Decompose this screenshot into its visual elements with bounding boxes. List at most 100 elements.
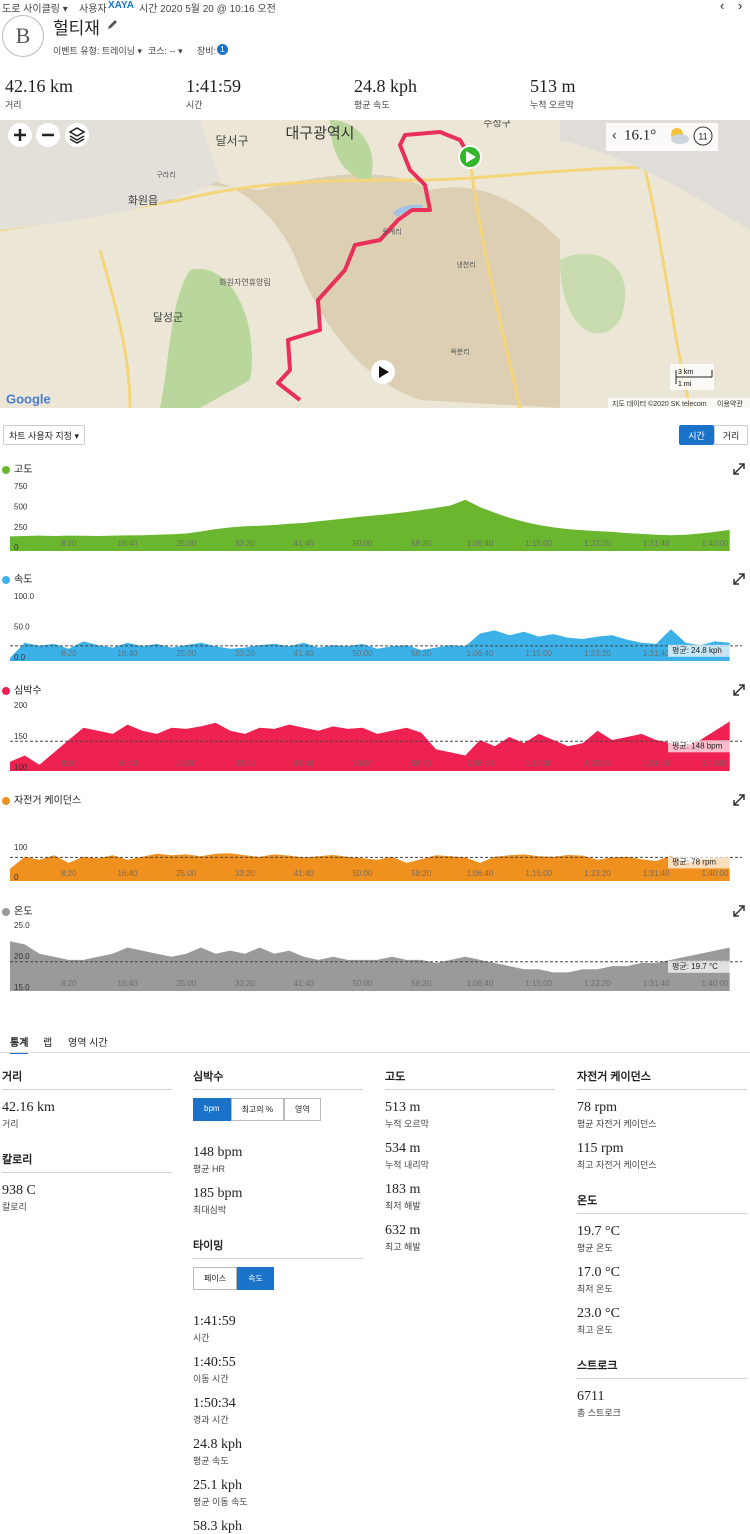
section-title: 심박수 [193,1068,363,1090]
stats-section: 칼로리 938 C 칼로리 [2,1151,172,1222]
average-label-bg [668,856,730,869]
time-button[interactable]: 시간 [679,425,714,445]
stat-value: 1:40:55 [193,1355,236,1370]
x-tick-label: 1:40:00 [702,979,729,988]
x-tick-label: 8:20 [61,759,77,768]
x-tick-label: 25:00 [176,759,197,768]
forest-area [160,268,252,408]
x-tick-label: 1:23:20 [584,539,611,548]
stats-tab[interactable]: 통계 [10,1034,29,1054]
unit-toggle: bpm 최고의 % 영역 [193,1098,363,1121]
legend-dot [2,687,10,695]
stat-item: 19.7 °C 평균 온도 [577,1222,747,1263]
zoom-in-icon [14,129,26,141]
x-tick-label: 25:00 [176,979,197,988]
x-tick-label: 1:15:00 [525,979,552,988]
charts: 고도 0 250 500 750 8:20 16:40 25:00 33:20 41:40 50:0… [2,463,745,992]
area [10,629,730,661]
stat-item: 6711 총 스트로크 [577,1387,747,1428]
y-tick-label: 100 [14,763,28,772]
x-tick-label: 16:40 [117,539,138,548]
toggle-option[interactable]: 최고의 % [230,1098,284,1121]
stat-value: 17.0 °C [577,1265,620,1280]
map[interactable]: 대구광역시 달서구 화원읍 달성군 수성구 화원자연휴양림 용계리 냉천리 구라… [0,120,750,408]
map-label: 화원읍 [128,194,158,207]
x-tick-label: 58:20 [411,869,432,878]
x-tick-label: 41:40 [294,869,315,878]
average-label-bg [668,740,730,753]
section-title: 타이밍 [193,1237,363,1259]
chart-title: 고도 [14,465,32,476]
unit-toggle: 페이스 속도 [193,1267,363,1290]
toggle-option[interactable]: 영역 [283,1098,321,1121]
stat-value: 6711 [577,1389,605,1404]
y-tick-label: 750 [14,482,28,491]
x-tick-label: 8:20 [61,979,77,988]
attribution-bg [608,398,750,408]
x-tick-label: 1:31:40 [643,869,670,878]
user-name[interactable]: XAYA [108,0,134,11]
x-tick-label: 1:23:20 [584,869,611,878]
gear-label: 장비: [197,46,217,56]
stat-item: 938 C 칼로리 [2,1181,172,1222]
x-tick-label: 1:31:40 [643,539,670,548]
average-label-bg [668,960,730,973]
toggle-option[interactable]: 속도 [237,1267,274,1290]
expand-icon[interactable] [733,794,745,806]
tabs-divider [0,1052,750,1053]
y-tick-label: 100.0 [14,592,35,601]
toggle-option[interactable]: bpm [193,1098,231,1121]
forest-area [560,253,626,334]
urban-area [0,120,220,230]
expand-icon[interactable] [733,573,745,585]
stat-label: 이동 시간 [193,1374,229,1384]
stat-label: 최저 해발 [385,1201,421,1211]
layers[interactable] [65,123,89,147]
wind-speed: 11 [698,131,707,141]
map-label: 냉천리 [456,260,475,269]
stat-label: 시간 [193,1333,210,1343]
stat-item: 1:40:55 이동 시간 [193,1353,363,1394]
prev-arrow[interactable]: ‹ [720,0,725,13]
stat-item: 185 bpm 최대심박 [193,1184,363,1225]
expand-icon[interactable] [733,463,745,475]
stat-item: 513 m 누적 오르막 [385,1098,555,1139]
course[interactable]: 코스: -- ▾ [148,46,183,56]
x-tick-label: 50:00 [352,539,373,548]
edit-icon[interactable] [107,19,118,30]
stat-item: 1:41:59 시간 [193,1312,363,1353]
map-label: 달서구 [215,134,248,148]
event-type[interactable]: 이벤트 유형: 트레이닝 ▾ [53,46,143,56]
stat-value: 534 m [385,1141,421,1156]
chart-title: 온도 [14,906,32,918]
weather-prev[interactable]: ‹ [612,127,617,143]
x-tick-label: 1:40:00 [702,869,729,878]
x-tick-label: 1:31:40 [643,979,670,988]
map-label: 달성군 [153,311,183,324]
chart-customize[interactable]: 차트 사용자 지정 ▾ [3,425,85,445]
x-tick-label: 50:00 [352,869,373,878]
avatar[interactable]: B [2,15,44,57]
x-tick-label: 50:00 [352,649,373,658]
stat-value: 58.3 kph [193,1519,242,1534]
weather-cloud [671,134,689,144]
terms[interactable]: 이용약관 [717,399,743,408]
stats-column: 자전거 케이던스 78 rpm 평균 자전거 케이던스 115 rpm 최고 자전거 케… [577,1068,747,1440]
expand-icon[interactable] [733,905,745,917]
distance-button[interactable]: 거리 [714,425,748,445]
stats-section: 거리 42.16 km 거리 [2,1068,172,1139]
gear-count[interactable]: 1 [217,44,228,55]
next-arrow[interactable]: › [738,0,743,13]
stat-label: 거리 [2,1119,19,1129]
stat-item: 17.0 °C 최저 온도 [577,1263,747,1304]
activity-type[interactable]: 도로 사이클링 ▾ [2,4,68,15]
stat-value: 183 m [385,1182,421,1197]
stats-tab[interactable]: 랩 [43,1038,53,1049]
map-label: 대구광역시 [285,125,354,142]
stats-section: 타이밍 페이스 속도 1:41:59 시간 1:40:55 이동 시간 1:50:34 경과 시… [193,1237,363,1534]
expand-icon[interactable] [733,684,745,696]
stats-tab[interactable]: 영역 시간 [68,1038,108,1049]
toggle-option[interactable]: 페이스 [193,1267,238,1290]
x-tick-label: 41:40 [294,649,315,658]
